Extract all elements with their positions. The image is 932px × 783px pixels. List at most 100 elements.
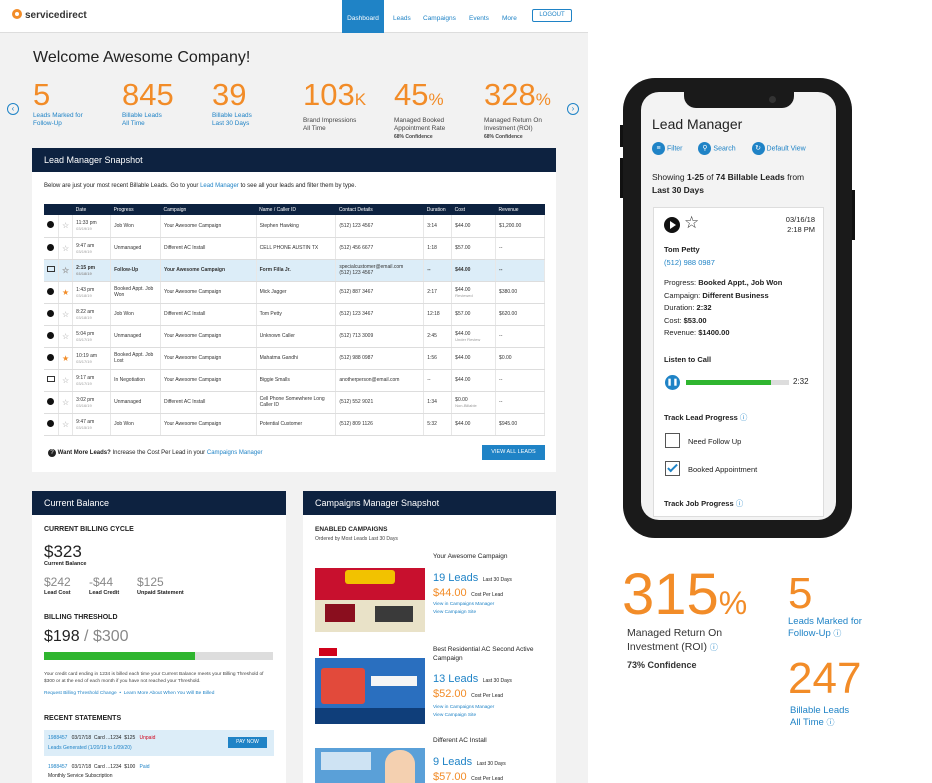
- table-row[interactable]: ☆ 9:17 am 03/17/19 In Negotiation Your Aweso…: [44, 369, 545, 392]
- play-icon[interactable]: [47, 309, 54, 317]
- column-header[interactable]: Name / Caller ID: [256, 204, 336, 215]
- info-icon[interactable]: ⓘ: [826, 718, 835, 727]
- play-icon[interactable]: [47, 287, 54, 295]
- lead-phone[interactable]: (512) 988 0987: [664, 258, 715, 267]
- play-icon[interactable]: [47, 419, 54, 427]
- campaign-thumbnail[interactable]: [315, 646, 425, 724]
- star-icon[interactable]: ☆: [62, 419, 70, 429]
- statement-id[interactable]: 1988457: [48, 764, 68, 770]
- prev-arrow-icon[interactable]: ‹: [7, 103, 19, 115]
- detail-cost: $53.00: [683, 315, 707, 325]
- column-header[interactable]: Campaign: [160, 204, 257, 215]
- play-icon[interactable]: [47, 243, 54, 251]
- pause-icon[interactable]: ❚❚: [665, 375, 680, 390]
- column-header[interactable]: Date: [72, 204, 111, 215]
- lead-manager-link[interactable]: Lead Manager: [200, 183, 239, 189]
- column-header[interactable]: Progress: [110, 204, 161, 215]
- statement-row-unpaid[interactable]: 1988457 03/17/18 Card ...1234 $125 Unpai…: [44, 730, 274, 756]
- column-header[interactable]: [58, 204, 73, 215]
- campaign-leads-value: 9 Leads: [433, 756, 473, 768]
- threshold-progress-bar: [44, 652, 273, 660]
- pay-now-button[interactable]: PAY NOW: [228, 737, 267, 748]
- mail-icon[interactable]: [47, 266, 55, 272]
- table-row[interactable]: ★ 10:19 am 03/17/19 Booked Appt. Job Lost Yo…: [44, 347, 545, 370]
- refresh-icon[interactable]: ↻: [751, 142, 765, 155]
- logo[interactable]: servicedirect: [12, 9, 87, 21]
- star-icon[interactable]: ☆: [62, 243, 70, 253]
- nav-events[interactable]: Events: [469, 15, 489, 22]
- table-row[interactable]: ☆ 8:22 am 03/18/19 Job Won Different AC Inst…: [44, 303, 545, 326]
- campaign-leads: 19 Leads Last 30 Days: [433, 568, 512, 586]
- column-header[interactable]: Revenue: [495, 204, 545, 215]
- table-row[interactable]: ☆ 2:15 pm 03/18/19 Follow-Up Your Awesome Ca…: [44, 259, 545, 282]
- nav-campaigns[interactable]: Campaigns: [423, 15, 456, 22]
- booked-appointment-checkbox[interactable]: [665, 461, 680, 476]
- play-icon[interactable]: [47, 331, 54, 339]
- duration-cell: 3:14: [423, 215, 453, 238]
- play-icon[interactable]: [47, 397, 54, 405]
- search-button[interactable]: Search: [713, 145, 736, 153]
- campaign-thumbnail[interactable]: [315, 554, 425, 632]
- threshold-change-link[interactable]: Request Billing Threshold Change: [44, 691, 117, 696]
- listen-heading: Listen to Call: [664, 355, 712, 364]
- column-header[interactable]: [44, 204, 59, 215]
- default-view-button[interactable]: Default View: [766, 145, 806, 153]
- campaign-name[interactable]: Best Residential AC Second Active Campai…: [433, 646, 534, 662]
- filter-button[interactable]: Filter: [666, 145, 683, 153]
- audio-progress-bar[interactable]: [686, 380, 789, 385]
- campaign-name[interactable]: Different AC Install: [433, 737, 487, 744]
- next-arrow-icon[interactable]: ›: [567, 103, 579, 115]
- star-icon[interactable]: ☆: [62, 309, 70, 319]
- statement-id[interactable]: 1988457: [48, 735, 68, 741]
- info-icon[interactable]: ⓘ: [833, 629, 842, 638]
- view-all-leads-button[interactable]: VIEW ALL LEADS: [482, 445, 545, 460]
- row-action-cell: [44, 303, 59, 326]
- campaign-leads-sub: Last 30 Days: [482, 678, 512, 684]
- table-row[interactable]: ☆ 3:02 pm 03/16/19 Unmanaged Different AC In…: [44, 391, 545, 414]
- date-cell: 3:02 pm 03/16/19: [72, 391, 112, 414]
- column-header[interactable]: Cost: [451, 204, 496, 215]
- star-icon[interactable]: ☆: [62, 397, 70, 407]
- star-icon[interactable]: ☆: [684, 213, 700, 232]
- mail-icon[interactable]: [47, 376, 55, 382]
- play-icon[interactable]: [47, 221, 54, 229]
- play-icon[interactable]: [47, 353, 54, 361]
- table-row[interactable]: ☆ 5:04 pm 03/17/19 Unmanaged Your Awesome Ca…: [44, 325, 545, 348]
- column-header[interactable]: Duration: [423, 204, 452, 215]
- track-lead-label: Track Lead Progress: [664, 413, 738, 422]
- view-campaign-site-link[interactable]: View Campaign Site: [433, 713, 477, 718]
- play-icon[interactable]: [664, 217, 680, 233]
- star-icon[interactable]: ☆: [62, 375, 70, 385]
- logout-button[interactable]: LOGOUT: [532, 9, 572, 22]
- campaign-thumbnail[interactable]: [315, 738, 425, 783]
- info-icon[interactable]: ⓘ: [735, 499, 744, 508]
- star-icon[interactable]: ★: [62, 287, 70, 297]
- campaign-name[interactable]: Your Awesome Campaign: [433, 553, 508, 560]
- learn-more-link[interactable]: Learn More About When You Will Be Billed: [123, 691, 215, 696]
- view-in-campaigns-manager-link[interactable]: View in Campaigns Manager: [433, 705, 495, 710]
- campaigns-manager-link[interactable]: Campaigns Manager: [206, 450, 263, 456]
- search-icon[interactable]: ⚲: [698, 142, 712, 155]
- table-row[interactable]: ★ 1:43 pm 03/18/19 Booked Appt. Job Won Your…: [44, 281, 545, 304]
- date-cell: 5:04 pm 03/17/19: [72, 325, 112, 348]
- info-icon[interactable]: ⓘ: [709, 643, 718, 652]
- view-campaign-site-link[interactable]: View Campaign Site: [433, 610, 477, 615]
- table-row[interactable]: ☆ 9:47 am 03/19/19 Unmanaged Different AC In…: [44, 237, 545, 260]
- table-row[interactable]: ☆ 9:47 am 03/15/19 Job Won Your Awesome Camp…: [44, 413, 545, 436]
- star-icon[interactable]: ☆: [62, 221, 70, 231]
- nav-dashboard[interactable]: Dashboard: [342, 0, 384, 33]
- star-icon[interactable]: ☆: [62, 265, 70, 275]
- campaign-cell: Your Awesome Campaign: [160, 347, 257, 370]
- need-follow-up-checkbox[interactable]: [665, 433, 680, 448]
- view-in-campaigns-manager-link[interactable]: View in Campaigns Manager: [433, 602, 495, 607]
- star-icon[interactable]: ★: [62, 353, 70, 363]
- table-row[interactable]: ☆ 11:33 pm 03/19/19 Job Won Your Awesome Cam…: [44, 215, 545, 238]
- info-icon[interactable]: ⓘ: [739, 413, 748, 422]
- filter-icon[interactable]: ≡: [652, 142, 665, 155]
- nav-leads[interactable]: Leads: [393, 15, 411, 22]
- lead-date: 03/15/19: [76, 424, 92, 430]
- nav-more[interactable]: More: [502, 15, 517, 22]
- star-icon[interactable]: ☆: [62, 331, 70, 341]
- column-header[interactable]: Contact Details: [335, 204, 424, 215]
- revenue-cell: $945.00: [495, 413, 545, 436]
